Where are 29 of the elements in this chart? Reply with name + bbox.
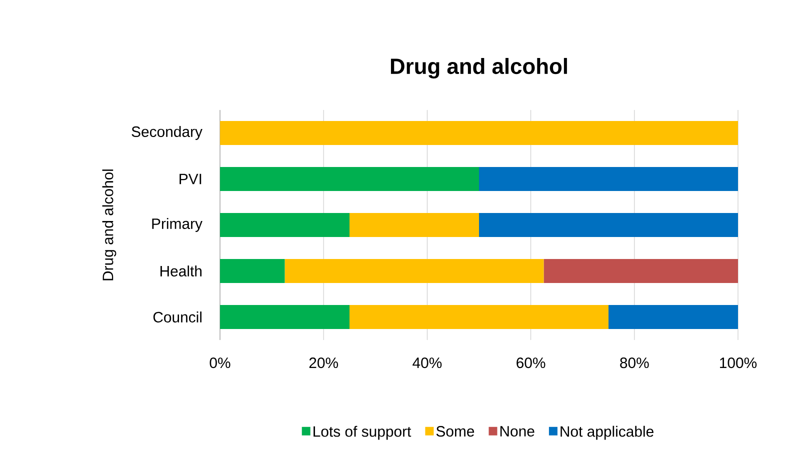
bar: [608, 305, 738, 329]
x-tick-label: 0%: [210, 358, 230, 368]
x-tick-label: 20%: [309, 358, 338, 368]
bar: [220, 167, 480, 191]
bar: [220, 259, 285, 283]
y-tick-label: Council: [153, 312, 202, 322]
bar: [544, 259, 738, 283]
x-tick-label: 40%: [412, 358, 442, 368]
x-tick-label: 80%: [620, 358, 649, 368]
y-axis-title: Drug and alcohol: [102, 170, 116, 280]
y-tick-label: Health: [160, 266, 202, 276]
y-tick-label: PVI: [180, 174, 202, 184]
y-tick-label: Primary: [152, 218, 202, 232]
bar: [479, 167, 738, 191]
x-tick-label: 100%: [720, 358, 757, 368]
bar: [479, 213, 738, 237]
bar: [220, 305, 350, 329]
bar: [220, 121, 738, 145]
bar: [220, 213, 350, 237]
legend-label: None: [500, 426, 534, 437]
legend-label: Lots of support: [314, 426, 412, 440]
legend-label: Not applicable: [560, 426, 654, 440]
chart-title: Drug and alcohol: [390, 58, 567, 78]
bar: [350, 213, 480, 237]
bar: [350, 305, 609, 329]
legend-label: Some: [436, 426, 474, 437]
y-tick-label: Secondary: [132, 126, 202, 140]
x-tick-label: 60%: [516, 358, 546, 368]
bar: [284, 259, 544, 283]
